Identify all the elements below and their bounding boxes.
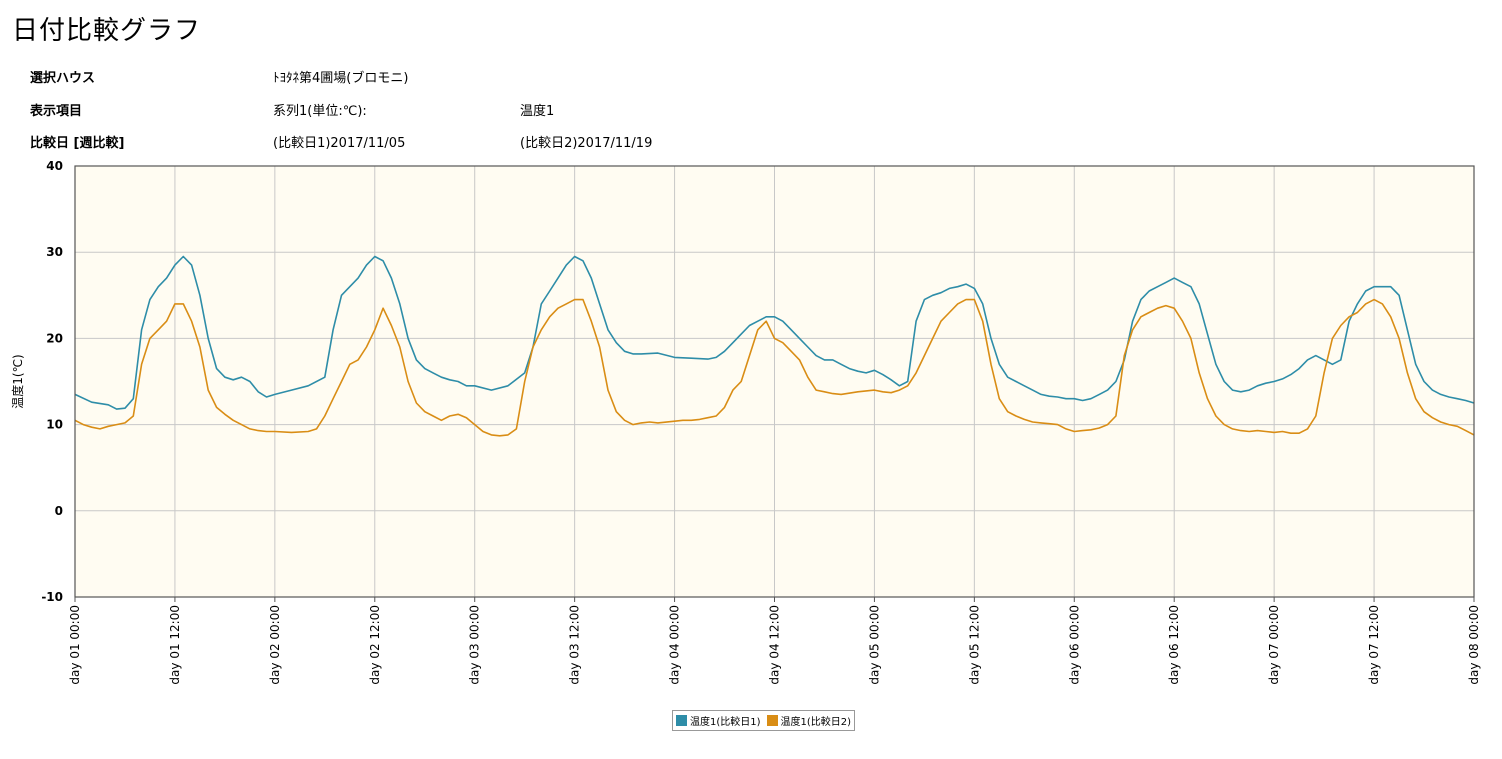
x-axis-ticks: day 01 00:00 day 01 12:00 day 02 00:00 day … xyxy=(68,597,1481,685)
x-tick-label: day 03 12:00 xyxy=(568,605,582,685)
y-tick-label: 30 xyxy=(46,245,63,259)
compare-date1: (比較日1)2017/11/05 xyxy=(273,136,406,151)
x-tick-label: day 02 12:00 xyxy=(368,605,382,685)
compare-date2: (比較日2)2017/11/19 xyxy=(520,136,653,151)
x-tick-label: day 06 00:00 xyxy=(1067,605,1081,685)
house-value: ﾄﾖﾀﾈ第4圃場(ブロモニ) xyxy=(273,71,409,86)
series-line-1 xyxy=(74,255,1475,410)
y-tick-label: 0 xyxy=(55,504,63,518)
y-tick-label: 10 xyxy=(46,418,63,432)
grid-lines xyxy=(74,165,1475,598)
x-tick-label: day 05 12:00 xyxy=(967,605,981,685)
legend-label-series-1: 温度1(比較日1) xyxy=(690,717,761,728)
item-label: 表示項目 xyxy=(30,104,83,119)
legend-item-series-2[interactable]: 温度1(比較日2) xyxy=(766,713,852,728)
x-tick-label: day 01 00:00 xyxy=(68,605,82,685)
x-tick-label: day 07 00:00 xyxy=(1267,605,1281,685)
info-row-compare: 比較日 [週比較] (比較日1)2017/11/05 (比較日2)2017/11… xyxy=(30,132,930,152)
legend-label-series-2: 温度1(比較日2) xyxy=(780,717,852,728)
page-title: 日付比較グラフ xyxy=(12,16,202,46)
legend-swatch-series-2 xyxy=(766,715,778,726)
info-row-house: 選択ハウス ﾄﾖﾀﾈ第4圃場(ブロモニ) xyxy=(30,67,930,87)
y-tick-label: 40 xyxy=(46,159,63,173)
x-tick-label: day 02 00:00 xyxy=(268,605,282,685)
y-axis-ticks: -10 0 10 20 30 40 xyxy=(41,159,63,604)
series-line-2 xyxy=(74,298,1475,437)
x-tick-label: day 06 12:00 xyxy=(1167,605,1181,685)
x-tick-label: day 03 00:00 xyxy=(468,605,482,685)
compare-label: 比較日 [週比較] xyxy=(30,136,125,151)
series-layer xyxy=(74,255,1475,437)
info-row-item: 表示項目 系列1(単位:℃): 温度1 xyxy=(30,100,930,120)
legend-item-series-1[interactable]: 温度1(比較日1) xyxy=(676,713,761,728)
y-tick-label: -10 xyxy=(41,590,63,604)
y-tick-label: 20 xyxy=(46,331,63,345)
item-name: 温度1 xyxy=(520,104,555,119)
x-tick-label: day 07 12:00 xyxy=(1367,605,1381,685)
chart-legend: 温度1(比較日1) 温度1(比較日2) xyxy=(672,710,856,731)
house-label: 選択ハウス xyxy=(30,71,96,86)
x-tick-label: day 04 12:00 xyxy=(768,605,782,685)
x-tick-label: day 05 00:00 xyxy=(867,605,881,685)
x-tick-label: day 04 00:00 xyxy=(668,605,682,685)
x-tick-label: day 01 12:00 xyxy=(168,605,182,685)
item-series: 系列1(単位:℃): xyxy=(273,104,367,119)
x-tick-label: day 08 00:00 xyxy=(1467,605,1481,685)
legend-swatch-series-1 xyxy=(676,715,687,726)
y-axis-label: 温度1(℃) xyxy=(10,354,25,408)
